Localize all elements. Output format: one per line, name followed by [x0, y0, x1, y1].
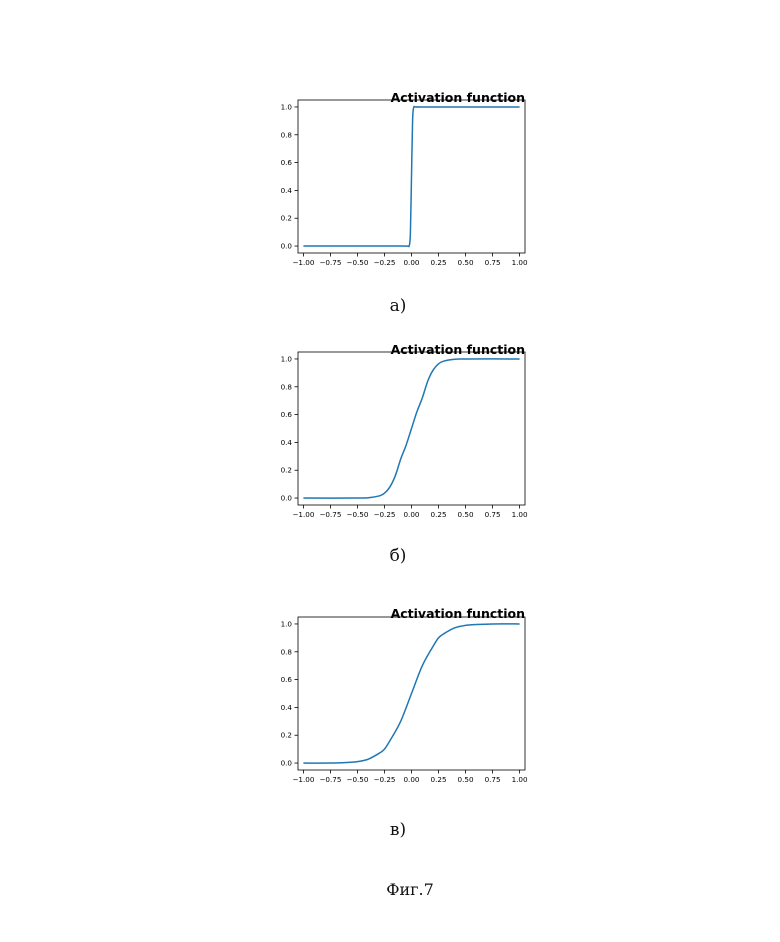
x-tick-label: −0.50 [346, 775, 368, 784]
y-tick-label: 0.0 [281, 759, 293, 768]
x-tick-label: −0.75 [319, 775, 341, 784]
x-tick-label: −0.25 [373, 775, 395, 784]
y-tick-label: 0.6 [281, 675, 293, 684]
activation-chart-c: −1.00−0.75−0.50−0.250.000.250.500.751.00… [270, 617, 540, 807]
figure-caption: Фиг.7 [340, 880, 480, 899]
panel-label: в) [360, 820, 436, 840]
x-tick-label: 0.00 [403, 775, 419, 784]
x-tick-label: 0.50 [458, 775, 474, 784]
y-tick-label: 0.4 [281, 703, 293, 712]
x-tick-label: 0.75 [485, 775, 501, 784]
y-tick-label: 1.0 [281, 619, 293, 628]
y-tick-label: 0.2 [281, 731, 292, 740]
panel-c: Activation function −1.00−0.75−0.50−0.25… [0, 0, 780, 850]
y-tick-label: 0.8 [281, 647, 293, 656]
x-tick-label: 1.00 [512, 775, 528, 784]
x-tick-label: 0.25 [431, 775, 447, 784]
series-line [303, 624, 519, 763]
x-tick-label: −1.00 [292, 775, 314, 784]
